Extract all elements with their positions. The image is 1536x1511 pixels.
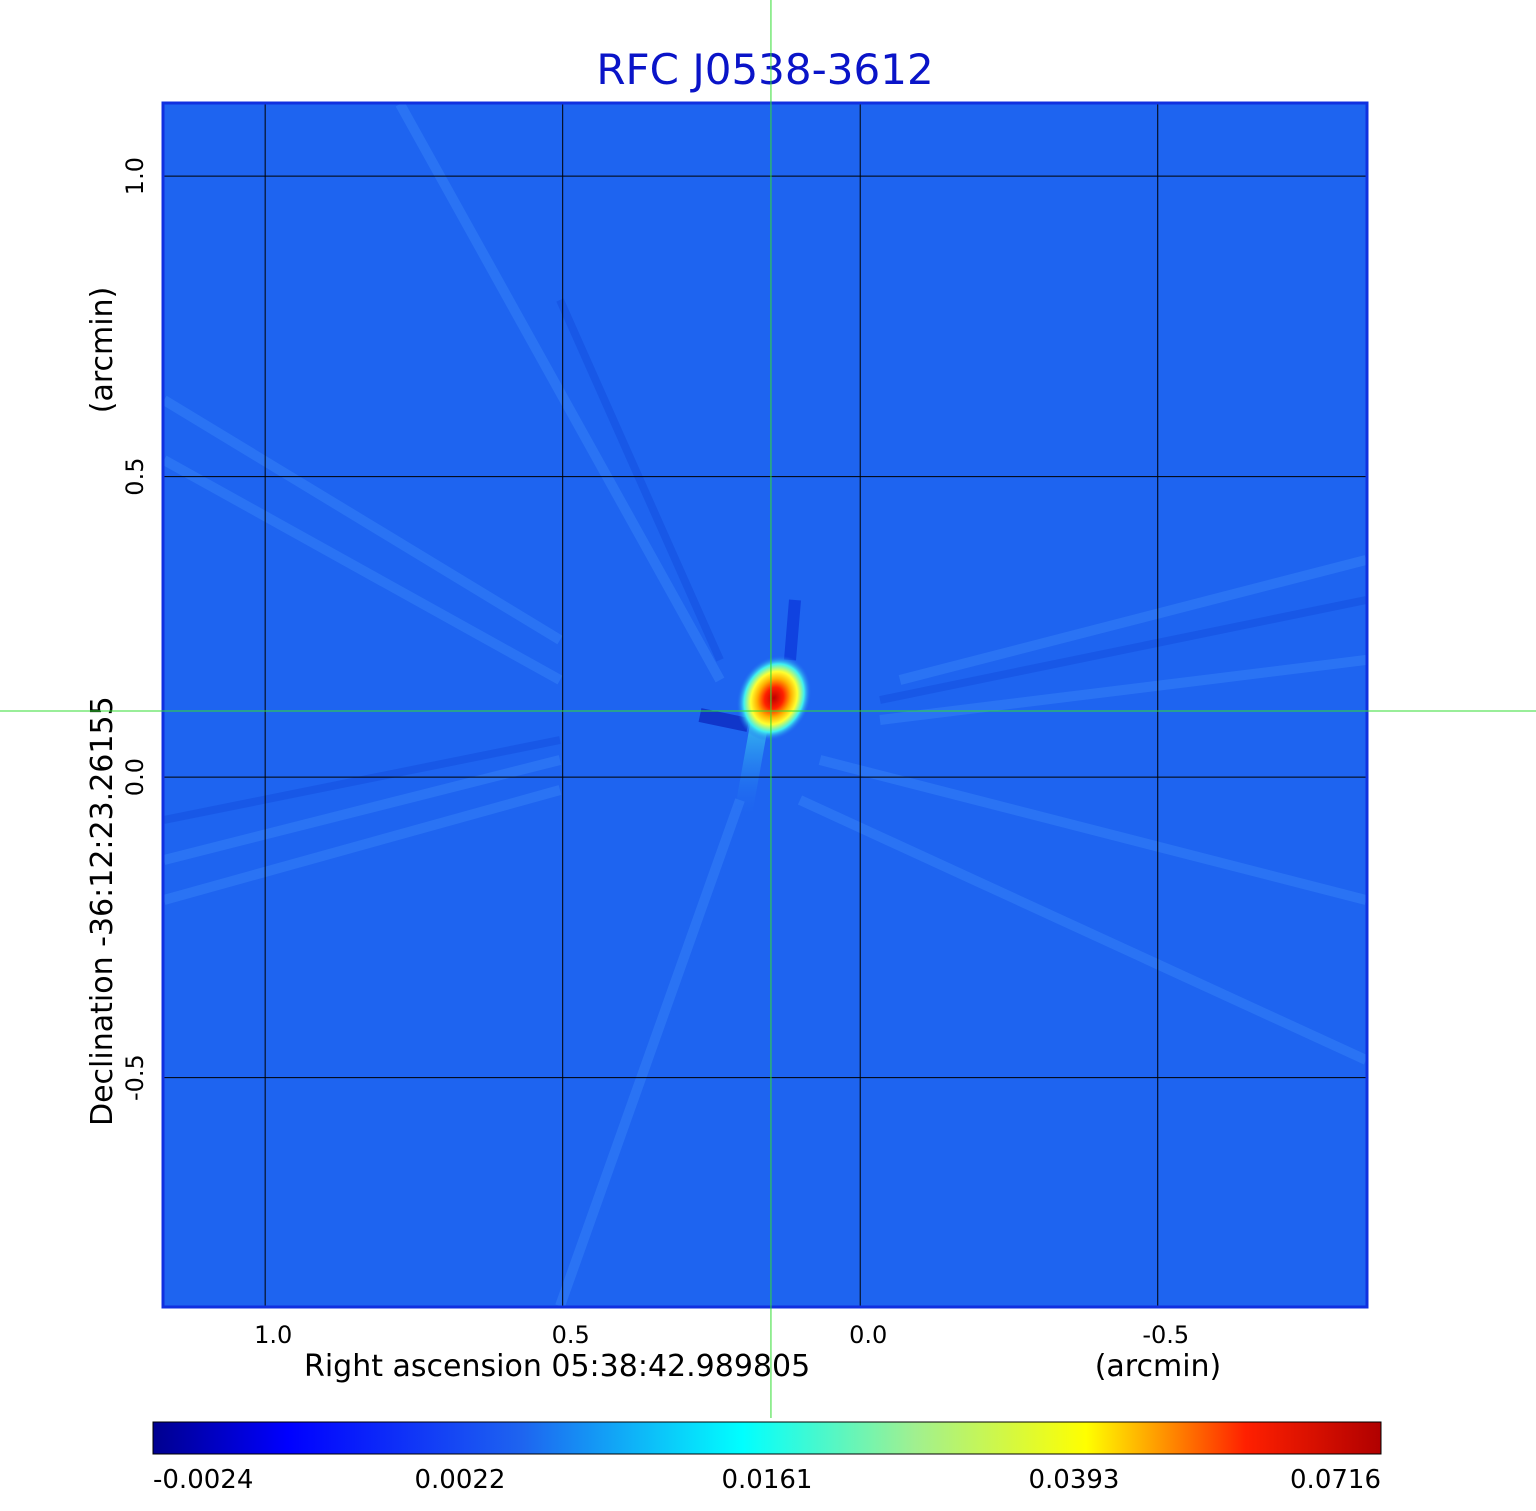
y-tick-label: -0.5	[121, 1054, 149, 1101]
x-axis-label: Right ascension 05:38:42.989805	[304, 1349, 810, 1384]
x-axis-unit: (arcmin)	[1095, 1349, 1222, 1384]
x-tick-label: 1.0	[254, 1321, 292, 1349]
source-peak	[736, 655, 812, 741]
colorbar-tick-labels: -0.0024 0.0022 0.0161 0.0393 0.0716	[153, 1465, 1381, 1495]
colorbar-tick-label: 0.0393	[1029, 1465, 1120, 1495]
colorbar: -0.0024 0.0022 0.0161 0.0393 0.0716	[152, 1421, 1382, 1495]
colorbar-tick-label: -0.0024	[153, 1465, 253, 1495]
y-tick-label: 1.0	[121, 157, 149, 195]
colorbar-tick-label: 0.0022	[415, 1465, 506, 1495]
y-axis-unit: (arcmin)	[85, 287, 120, 414]
y-tick-labels: 1.0 0.5 0.0 -0.5	[121, 157, 149, 1101]
colorbar-gradient	[152, 1421, 1382, 1455]
y-axis-label: Declination -36:12:23.26155	[85, 696, 120, 1126]
map-texture	[164, 104, 1366, 1306]
x-tick-label: 0.5	[552, 1321, 590, 1349]
x-tick-label: 0.0	[849, 1321, 887, 1349]
coordinate-grid	[164, 104, 1366, 1306]
crosshair	[0, 0, 1536, 1418]
colorbar-tick-label: 0.0716	[1290, 1465, 1381, 1495]
chart-title: RFC J0538-3612	[596, 45, 933, 94]
colorbar-tick-label: 0.0161	[722, 1465, 813, 1495]
y-tick-label: 0.0	[121, 758, 149, 796]
x-tick-label: -0.5	[1142, 1321, 1189, 1349]
y-tick-label: 0.5	[121, 458, 149, 496]
plot-area	[164, 104, 1366, 1306]
plot-frame	[161, 101, 1369, 1309]
x-tick-labels: 1.0 0.5 0.0 -0.5	[254, 1321, 1189, 1349]
